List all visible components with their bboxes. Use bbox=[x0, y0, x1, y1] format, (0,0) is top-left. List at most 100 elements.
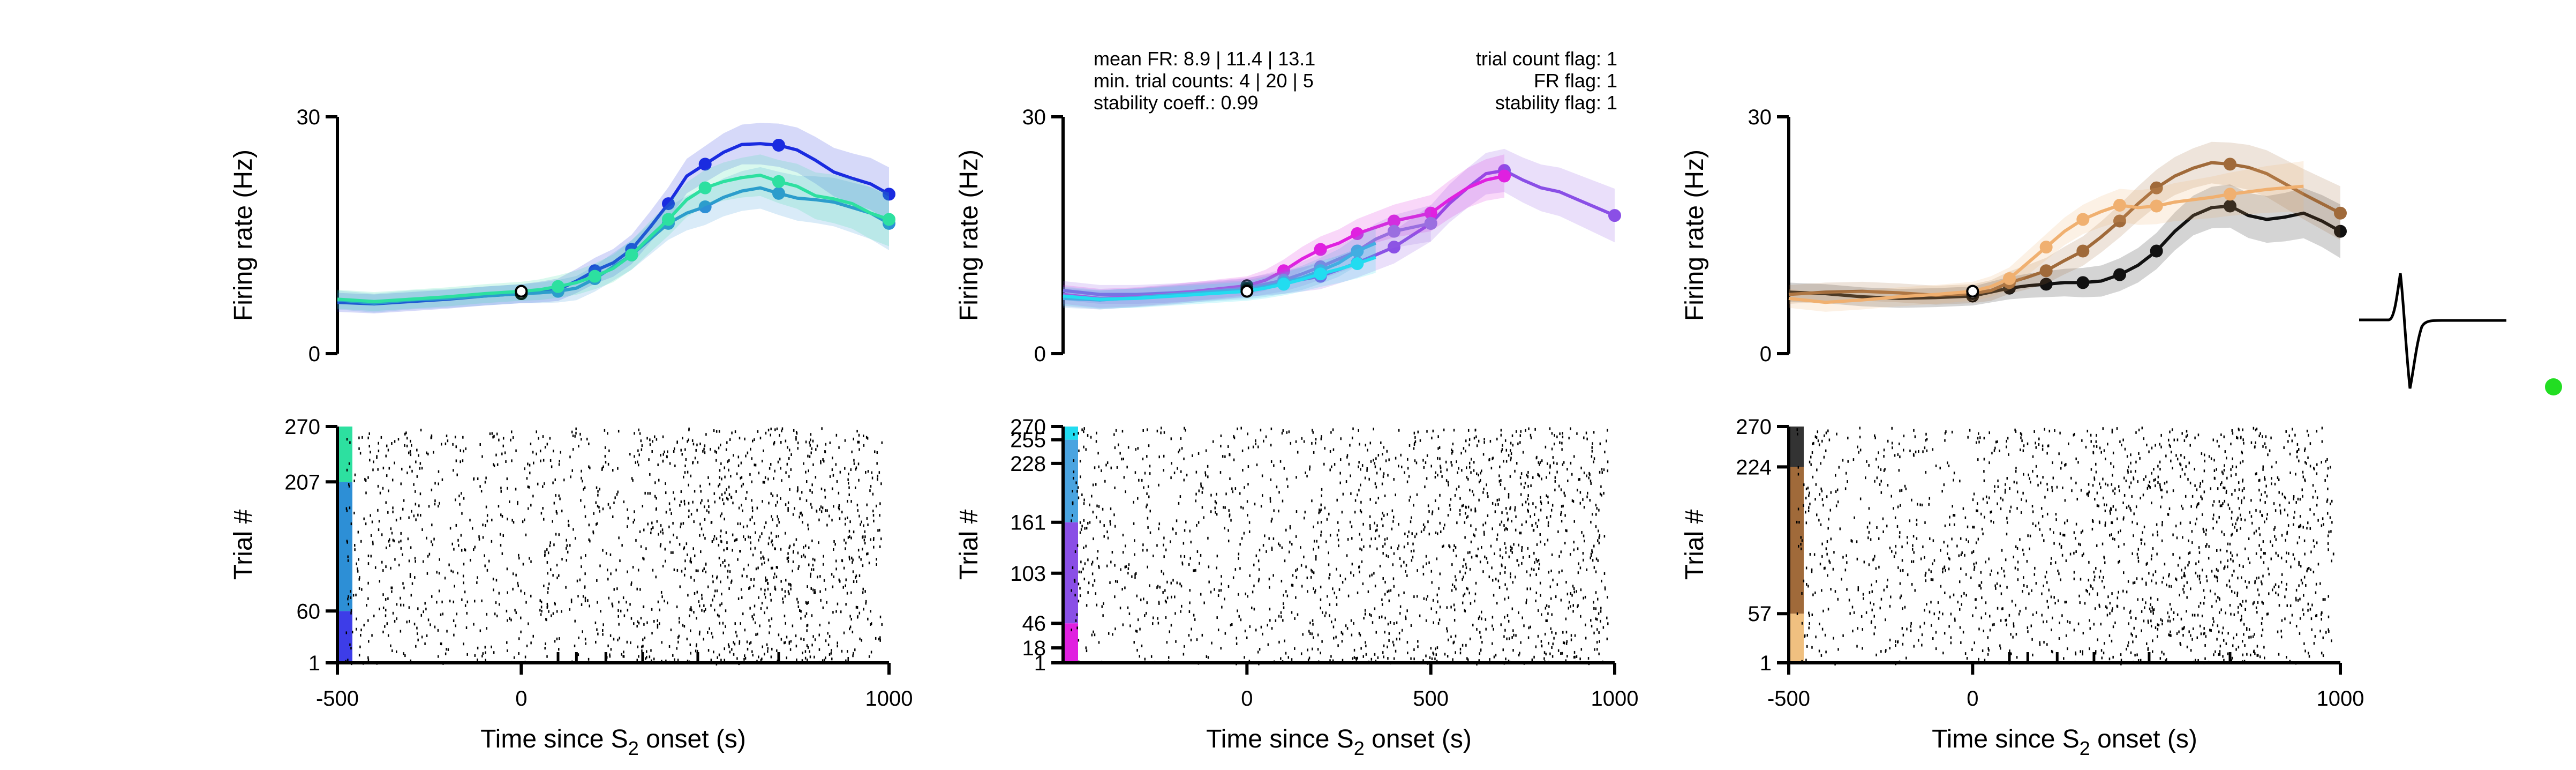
spike bbox=[1150, 655, 1153, 658]
spike bbox=[1570, 634, 1572, 637]
spike bbox=[777, 566, 778, 569]
spike bbox=[669, 462, 671, 465]
spike bbox=[688, 438, 689, 442]
spike bbox=[2130, 632, 2132, 636]
spike bbox=[1425, 461, 1427, 464]
spike bbox=[1313, 525, 1314, 528]
spike bbox=[2243, 623, 2245, 626]
spike bbox=[793, 550, 794, 553]
spike bbox=[2065, 463, 2067, 466]
spike bbox=[1977, 509, 1978, 512]
spike bbox=[2042, 534, 2043, 537]
spike bbox=[1360, 468, 1361, 471]
spike bbox=[1510, 457, 1512, 460]
spike bbox=[407, 537, 409, 541]
spike bbox=[1074, 579, 1076, 582]
spike bbox=[1351, 436, 1353, 439]
spike bbox=[843, 566, 845, 570]
spike bbox=[866, 552, 868, 556]
spike bbox=[1590, 556, 1591, 559]
spike bbox=[1191, 627, 1192, 631]
spike bbox=[880, 537, 882, 541]
spike bbox=[528, 485, 530, 489]
spike bbox=[796, 658, 797, 661]
spike bbox=[426, 634, 428, 637]
spike bbox=[1375, 501, 1377, 504]
spike bbox=[1310, 575, 1312, 579]
spike bbox=[544, 647, 546, 650]
spike bbox=[1501, 520, 1503, 524]
spike bbox=[756, 506, 758, 510]
trial-group-band-1 bbox=[1063, 623, 1078, 663]
spike bbox=[1148, 444, 1150, 447]
series-3-point bbox=[2039, 241, 2053, 254]
spike bbox=[1408, 444, 1411, 447]
spike bbox=[373, 460, 374, 464]
spike bbox=[1332, 428, 1334, 431]
spike bbox=[796, 432, 798, 435]
spike bbox=[639, 530, 641, 533]
spike bbox=[656, 520, 658, 523]
spike bbox=[402, 507, 404, 511]
spike bbox=[1462, 644, 1464, 647]
spike bbox=[1538, 567, 1540, 570]
spike bbox=[860, 523, 861, 526]
spike bbox=[450, 570, 452, 573]
spike bbox=[1214, 500, 1216, 503]
spike bbox=[1961, 603, 1963, 606]
spike bbox=[815, 448, 817, 451]
spike bbox=[825, 656, 826, 660]
spike bbox=[1387, 623, 1389, 626]
spike bbox=[676, 569, 679, 572]
spike bbox=[683, 499, 686, 503]
spike bbox=[865, 436, 868, 439]
spike bbox=[1431, 657, 1433, 661]
spike bbox=[804, 615, 806, 618]
spike bbox=[1894, 516, 1896, 519]
spike bbox=[1405, 570, 1406, 573]
spike bbox=[1474, 534, 1475, 537]
spike bbox=[2261, 493, 2263, 496]
spike bbox=[2275, 592, 2277, 595]
spike bbox=[810, 438, 811, 442]
spike bbox=[1512, 444, 1514, 447]
spike bbox=[491, 432, 493, 435]
spike bbox=[529, 557, 530, 560]
spike bbox=[876, 558, 877, 561]
spike bbox=[1809, 622, 1810, 625]
spike bbox=[724, 491, 726, 495]
spike bbox=[2241, 640, 2243, 643]
spike bbox=[1270, 444, 1272, 447]
spike bbox=[2203, 469, 2205, 473]
spike bbox=[1365, 444, 1367, 447]
spike bbox=[1523, 624, 1525, 627]
spike bbox=[1482, 524, 1484, 527]
spike bbox=[750, 578, 752, 581]
spike bbox=[1110, 507, 1112, 511]
spike bbox=[1078, 431, 1079, 435]
spike bbox=[2141, 610, 2143, 613]
spike bbox=[355, 593, 357, 596]
spike bbox=[672, 521, 674, 525]
spike bbox=[1865, 476, 1866, 480]
spike bbox=[1348, 462, 1350, 466]
spike bbox=[2173, 438, 2175, 442]
spike bbox=[431, 540, 432, 543]
spike bbox=[494, 612, 496, 616]
spike bbox=[1362, 655, 1365, 658]
spike bbox=[602, 633, 604, 636]
spike bbox=[1255, 439, 1256, 442]
spike bbox=[1134, 576, 1136, 579]
spike bbox=[2022, 576, 2024, 579]
spike bbox=[665, 491, 667, 495]
spike bbox=[1338, 544, 1339, 548]
spike bbox=[2326, 500, 2328, 503]
spike bbox=[1586, 568, 1588, 571]
spike bbox=[1406, 641, 1408, 644]
spike bbox=[2200, 632, 2202, 636]
spike bbox=[2236, 594, 2238, 597]
spike bbox=[766, 607, 768, 610]
spike bbox=[1991, 569, 1992, 572]
spike bbox=[2224, 565, 2226, 569]
spike bbox=[578, 637, 579, 640]
